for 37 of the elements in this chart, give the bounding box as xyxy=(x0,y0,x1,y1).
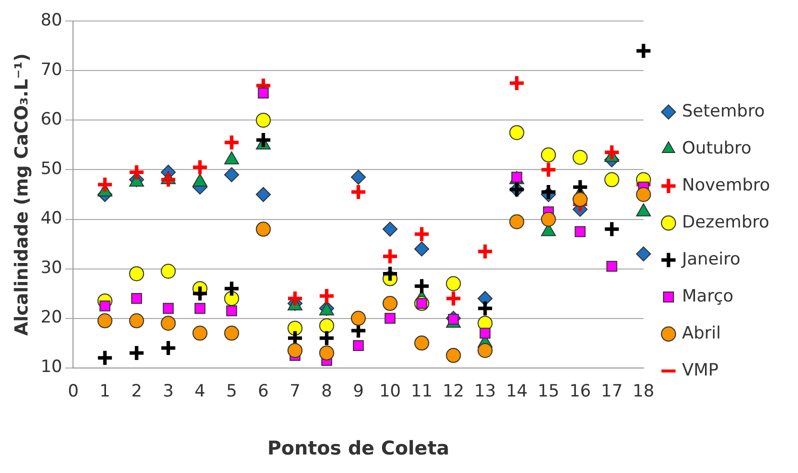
x-tick-label: 5 xyxy=(226,381,238,402)
x-tick-label: 13 xyxy=(474,381,496,402)
legend-label: Janeiro xyxy=(680,249,740,270)
legend-label: Abril xyxy=(682,323,721,344)
x-tick-label: 8 xyxy=(321,381,332,402)
legend-label: Novembro xyxy=(682,175,770,196)
y-tick-label: 20 xyxy=(40,308,62,328)
legend-label: Outubro xyxy=(682,138,752,158)
legend-label: VMP xyxy=(682,360,719,380)
x-tick-label: 9 xyxy=(352,381,364,402)
x-tick-label: 11 xyxy=(410,381,433,402)
x-tick-label: 10 xyxy=(379,381,401,402)
y-tick-label: 60 xyxy=(40,110,62,130)
x-tick-label: 17 xyxy=(600,381,623,402)
x-tick-label: 16 xyxy=(569,381,591,402)
x-tick-label: 1 xyxy=(100,381,110,402)
y-tick-label: 40 xyxy=(40,208,62,229)
legend-label: Dezembro xyxy=(682,212,770,232)
x-tick-label: 7 xyxy=(290,381,300,402)
x-tick-label: 2 xyxy=(131,381,142,402)
y-tick-label: 10 xyxy=(40,357,62,378)
legend-label: Março xyxy=(682,286,734,306)
y-tick-label: 70 xyxy=(40,60,62,80)
y-axis-title: Alcalinidade (mg CaCO₃.L⁻¹) xyxy=(11,53,32,336)
y-tick-label: 80 xyxy=(40,10,62,31)
legend-label: Setembro xyxy=(682,101,765,122)
x-tick-label: 6 xyxy=(258,381,269,402)
y-tick-label: 30 xyxy=(40,258,62,278)
y-tick-label: 50 xyxy=(40,159,62,180)
x-tick-label: 12 xyxy=(442,381,464,402)
x-tick-label: 0 xyxy=(68,381,79,402)
x-tick-label: 15 xyxy=(538,381,560,402)
x-axis-title: Pontos de Coleta xyxy=(267,438,450,460)
x-tick-label: 14 xyxy=(506,381,528,402)
x-tick-label: 4 xyxy=(194,381,206,402)
x-tick-label: 18 xyxy=(632,381,654,402)
x-tick-label: 3 xyxy=(162,381,174,402)
